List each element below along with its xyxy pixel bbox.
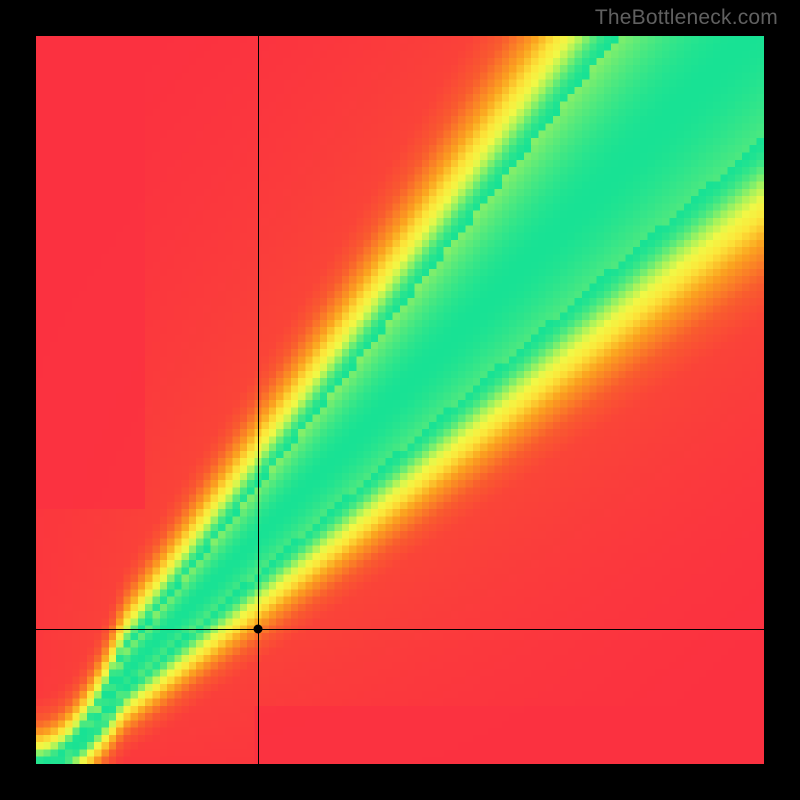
heatmap-canvas — [36, 36, 764, 764]
plot-area — [36, 36, 764, 764]
marker-dot — [254, 625, 263, 634]
watermark-text: TheBottleneck.com — [595, 6, 778, 30]
crosshair-vertical — [258, 36, 259, 764]
crosshair-horizontal — [36, 629, 764, 630]
